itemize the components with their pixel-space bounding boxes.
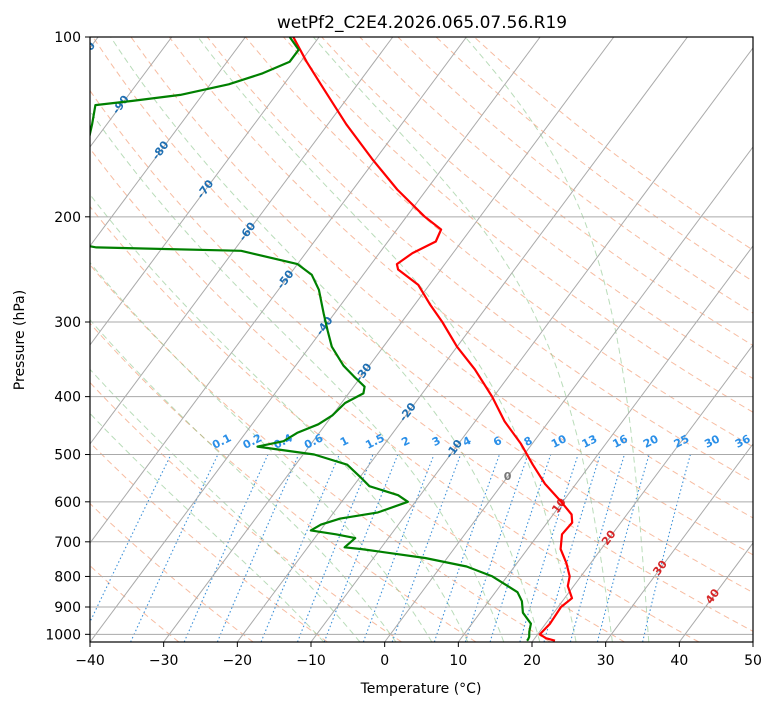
mixing-ratio-line <box>489 454 552 642</box>
plot-frame <box>89 36 754 643</box>
mixing-ratio-label: 10 <box>549 432 569 451</box>
isotherm-line <box>90 37 541 642</box>
chart-title: wetPf2_C2E4.2026.065.07.56.R19 <box>277 13 567 33</box>
x-tick-label: 10 <box>449 653 467 669</box>
x-tick-label: −40 <box>75 653 105 669</box>
mixing-ratio-label: 20 <box>641 432 661 451</box>
isotherm-line <box>90 37 467 544</box>
isotherm-line <box>90 37 246 247</box>
x-axis-label: Temperature (°C) <box>360 681 482 697</box>
isotherm-line <box>457 245 753 642</box>
mixing-ratio-line <box>569 454 625 642</box>
mixing-ratio-line <box>296 454 374 642</box>
mixing-ratio-line <box>260 454 340 642</box>
moist-adiabat-line <box>90 319 397 642</box>
moist-adiabat-line <box>90 110 505 642</box>
isotherm-line <box>90 37 394 445</box>
x-tick-label: −10 <box>296 653 326 669</box>
mixing-ratio-label: 25 <box>672 432 692 451</box>
y-tick-label: 600 <box>54 495 81 511</box>
mixing-ratio-line <box>464 454 529 642</box>
x-tick-label: 0 <box>380 653 389 669</box>
isotherm-line <box>90 37 173 148</box>
isotherm-line <box>605 443 753 642</box>
y-tick-label: 500 <box>54 448 81 464</box>
isotherm-line <box>531 344 753 642</box>
dry-adiabat-line <box>90 89 753 632</box>
moist-adiabat-line <box>464 37 650 642</box>
y-tick-label: 300 <box>54 315 81 331</box>
dry-adiabat-line <box>321 37 753 380</box>
dry-adiabat-line <box>90 147 700 642</box>
isotherm-line <box>310 47 753 642</box>
temperature-profile-line <box>292 37 574 642</box>
isotherm-line <box>163 37 615 642</box>
y-axis-label: Pressure (hPa) <box>12 290 28 390</box>
axes: −40 −30 −20 −10 0 10 20 30 40 5010020030040050060… <box>45 30 762 669</box>
mixing-ratio-line <box>323 454 399 642</box>
x-tick-label: −30 <box>149 653 179 669</box>
mixing-ratio-line <box>90 454 172 624</box>
y-tick-label: 400 <box>54 390 81 406</box>
mixing-ratio-line <box>596 454 650 642</box>
isotherm-line <box>236 37 688 642</box>
mixing-ratio-line <box>216 454 300 642</box>
dry-adiabat-line <box>92 37 753 594</box>
y-tick-label: 1000 <box>45 627 81 643</box>
isotherm-line <box>384 146 753 642</box>
x-tick-label: 40 <box>670 653 688 669</box>
dry-adiabat-line <box>90 205 625 642</box>
moist-adiabat-line <box>110 37 541 642</box>
y-tick-label: 200 <box>54 210 81 226</box>
background-lines <box>90 37 753 642</box>
mixing-ratio-label: 30 <box>702 432 722 451</box>
profiles <box>90 37 574 642</box>
dry-adiabat-line <box>283 37 753 413</box>
mixing-ratio-label: 16 <box>610 432 630 451</box>
y-tick-label: 700 <box>54 535 81 551</box>
isotherm-line <box>90 37 320 346</box>
x-tick-label: −20 <box>223 653 253 669</box>
x-tick-label: 20 <box>523 653 541 669</box>
dry-adiabat-line <box>90 441 328 642</box>
mixing-ratio-line <box>391 454 462 642</box>
zero-isotherm-label: 0 <box>504 470 512 483</box>
mixing-ratio-line <box>183 454 269 642</box>
mixing-ratio-line <box>362 454 435 642</box>
y-tick-label: 800 <box>54 569 81 585</box>
moist-adiabat-line <box>90 412 325 642</box>
dry-adiabat-line <box>359 37 753 347</box>
moist-adiabat-line <box>90 261 433 642</box>
moist-adiabat-line <box>313 37 613 642</box>
moist-adiabat-line <box>197 37 577 642</box>
mixing-ratio-label: 36 <box>733 432 753 451</box>
y-tick-label: 100 <box>54 30 81 46</box>
mixing-ratio-label: 13 <box>580 432 600 451</box>
x-tick-label: 30 <box>597 653 615 669</box>
grid <box>90 37 753 642</box>
x-tick-label: 50 <box>744 653 762 669</box>
dewpoint-profile-line <box>90 37 532 642</box>
y-tick-label: 900 <box>54 600 81 616</box>
